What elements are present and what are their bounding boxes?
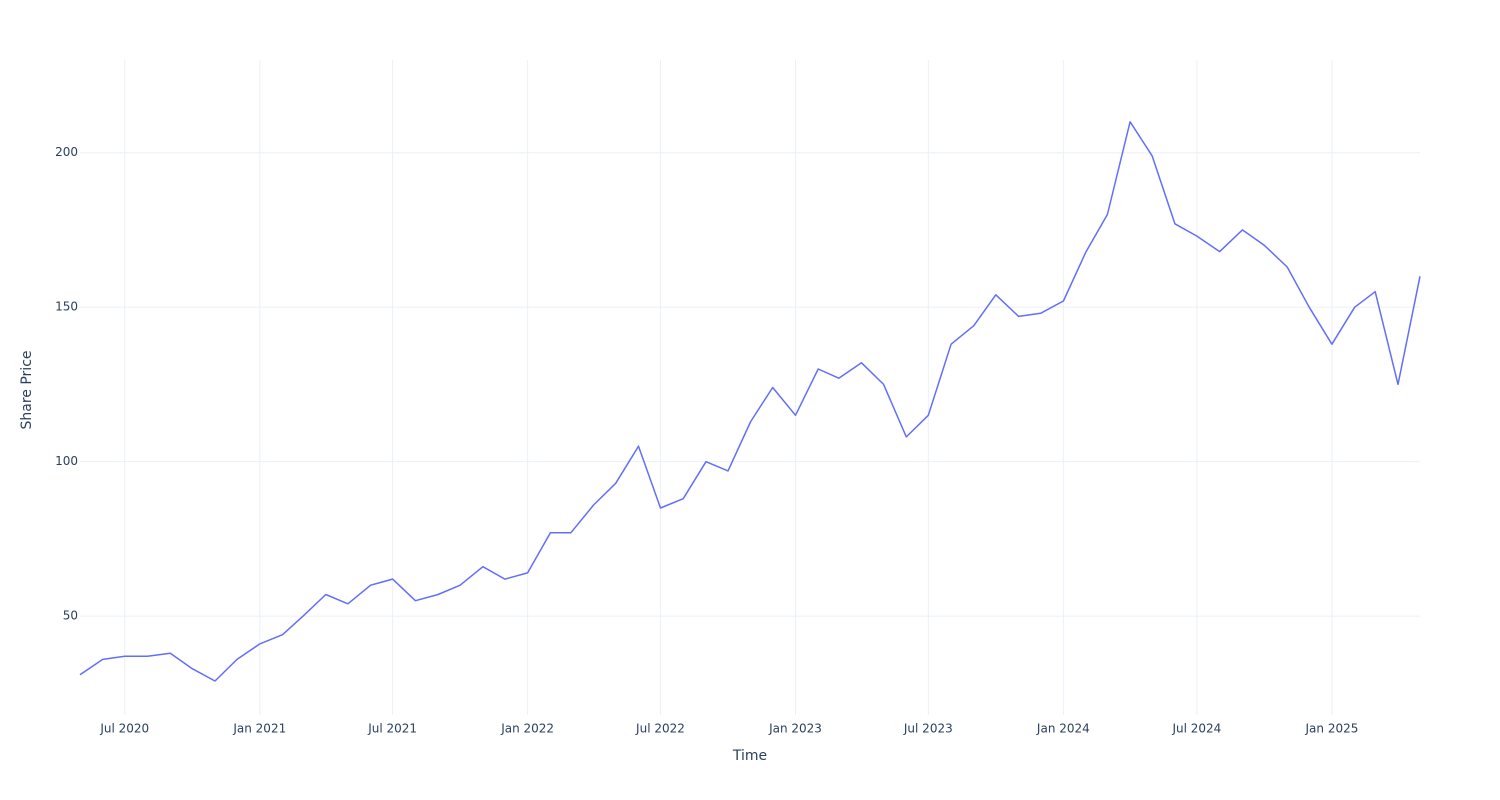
line-series [79,121,1421,682]
x-tick-label: Jan 2025 [1305,722,1359,736]
y-axis-title: Share Price [19,350,35,429]
x-tick-label: Jan 2024 [1036,722,1090,736]
x-tick-label: Jul 2023 [903,722,953,736]
x-tick-label: Jul 2022 [635,722,685,736]
y-tick-label: 50 [63,609,78,623]
x-axis-title: Time [732,748,767,764]
x-tick-label: Jul 2020 [99,722,149,736]
y-tick-label: 200 [55,145,78,159]
x-tick-label: Jan 2022 [500,722,554,736]
x-tick-label: Jan 2021 [232,722,286,736]
y-tick-label: 150 [55,300,78,314]
x-tick-label: Jan 2023 [768,722,822,736]
x-tick-label: Jul 2021 [367,722,417,736]
y-tick-label: 100 [55,454,78,468]
x-tick-label: Jul 2024 [1171,722,1221,736]
